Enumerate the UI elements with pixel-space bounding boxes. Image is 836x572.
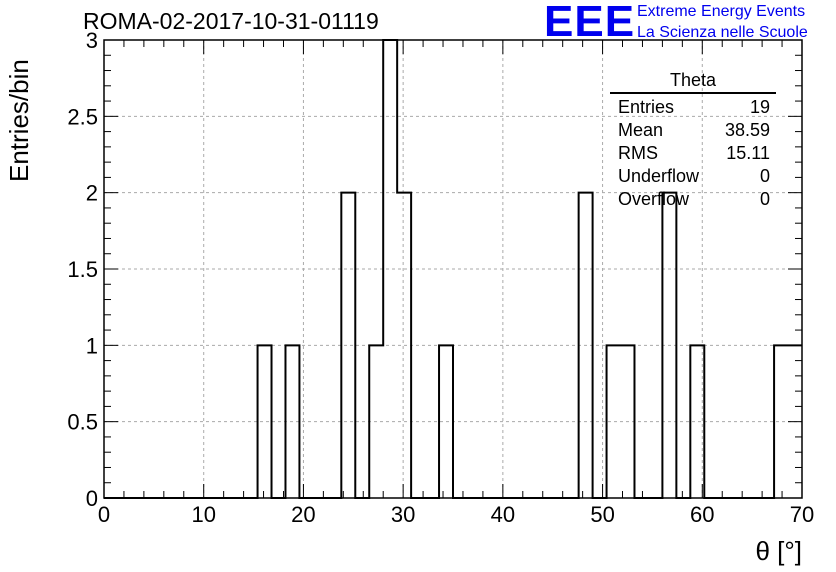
x-tick-label: 60 — [690, 502, 714, 527]
tick-labels: 0 10 20 30 40 50 60 70 0 0.5 1 1.5 2 2.5 3 — [67, 28, 814, 527]
eee-logo: EEE — [544, 0, 636, 46]
stats-row-entries: Entries 19 — [610, 96, 776, 119]
x-tick-label: 30 — [391, 502, 415, 527]
stats-label: Mean — [618, 120, 664, 140]
stats-label: RMS — [618, 143, 658, 163]
stats-value: 0 — [759, 166, 770, 186]
x-tick-label: 40 — [491, 502, 515, 527]
histogram-series — [104, 39, 802, 499]
histogram-bin — [341, 193, 355, 498]
stats-value: 15.11 — [726, 143, 770, 163]
y-tick-label: 0.5 — [67, 410, 98, 435]
y-tick-label: 2 — [86, 181, 98, 206]
stats-row-overflow: Overflow 0 — [610, 188, 776, 211]
y-tick-label: 2.5 — [67, 104, 98, 129]
stats-label: Underflow — [618, 166, 700, 186]
y-tick-label: 0 — [86, 486, 98, 511]
x-axis-label: θ [°] — [755, 536, 802, 566]
x-tick-label: 50 — [590, 502, 614, 527]
x-tick-label: 20 — [291, 502, 315, 527]
histogram-bin — [258, 345, 272, 498]
y-tick-label: 1 — [86, 333, 98, 358]
histogram-bin — [383, 40, 397, 498]
stats-value: 19 — [749, 97, 770, 117]
stats-title: Theta — [610, 70, 776, 94]
y-tick-label: 3 — [86, 28, 98, 53]
x-tick-label: 10 — [191, 502, 215, 527]
logo-line-2: La Scienza nelle Scuole — [637, 24, 808, 41]
stats-label: Overflow — [618, 189, 690, 209]
stats-value: 38.59 — [724, 120, 770, 140]
stats-row-mean: Mean 38.59 — [610, 119, 776, 142]
stats-row-rms: RMS 15.11 — [610, 142, 776, 165]
stats-row-underflow: Underflow 0 — [610, 165, 776, 188]
x-tick-label: 0 — [98, 502, 110, 527]
y-tick-label: 1.5 — [67, 257, 98, 282]
x-tick-label: 70 — [790, 502, 814, 527]
chart-title: ROMA-02-2017-10-31-01119 — [83, 8, 379, 34]
stats-label: Entries — [618, 97, 675, 117]
histogram-outline — [104, 39, 802, 499]
y-axis-label: Entries/bin — [4, 59, 34, 182]
stats-value: 0 — [759, 189, 770, 209]
logo-line-1: Extreme Energy Events — [637, 3, 806, 20]
stats-box: Theta Entries 19 Mean 38.59 RMS 15.11 Un… — [610, 70, 776, 211]
